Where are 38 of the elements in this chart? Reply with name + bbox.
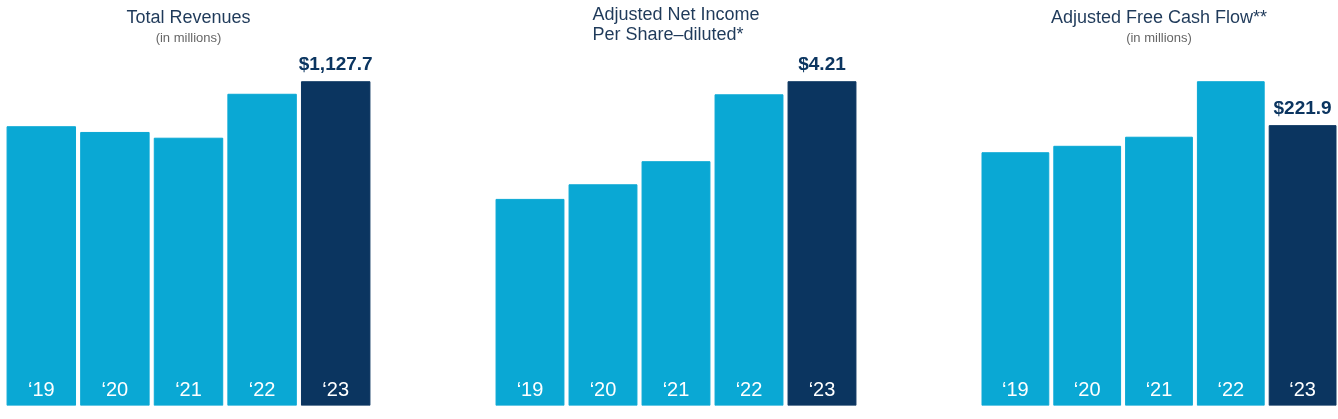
- bar: [1053, 145, 1122, 406]
- bar: [787, 81, 857, 406]
- bar: [300, 81, 371, 406]
- x-tick-label: ‘21: [662, 377, 690, 400]
- x-tick-label: ‘23: [322, 377, 350, 400]
- x-tick-label: ‘22: [248, 377, 276, 400]
- x-tick-label: ‘19: [516, 377, 544, 400]
- bar: [6, 126, 77, 406]
- x-tick-label: ‘19: [27, 377, 55, 400]
- x-tick-label: ‘19: [1002, 377, 1029, 400]
- bar: [227, 93, 297, 406]
- data-label: $221.9: [1273, 96, 1332, 118]
- chart-title: Adjusted Free Cash Flow**: [1050, 6, 1268, 27]
- x-tick-label: ‘22: [1217, 377, 1245, 400]
- bar: [714, 94, 784, 406]
- x-tick-label: ‘20: [1073, 377, 1101, 400]
- x-tick-label: ‘23: [1289, 377, 1316, 400]
- chart-title: Total Revenues: [126, 6, 251, 27]
- x-tick-label: ‘22: [735, 377, 763, 400]
- bar: [80, 131, 150, 406]
- bar: [1125, 136, 1193, 406]
- data-label: $4.21: [798, 52, 847, 74]
- x-tick-label: ‘23: [808, 377, 836, 400]
- chart-title: Adjusted Net Income Per Share–diluted*: [592, 3, 760, 44]
- bar: [495, 198, 565, 406]
- x-tick-label: ‘21: [1145, 377, 1173, 400]
- bar: [153, 137, 224, 406]
- bar: [1196, 81, 1265, 406]
- bar: [641, 161, 711, 406]
- x-tick-label: ‘20: [589, 377, 617, 400]
- bar: [981, 152, 1050, 406]
- bar: [568, 184, 638, 406]
- x-tick-label: ‘20: [101, 377, 129, 400]
- bar: [1268, 125, 1337, 406]
- chart-subtitle: (in millions): [155, 29, 222, 45]
- chart-subtitle: (in millions): [1126, 29, 1192, 45]
- data-label: $1,127.7: [298, 52, 373, 74]
- x-tick-label: ‘21: [175, 377, 202, 400]
